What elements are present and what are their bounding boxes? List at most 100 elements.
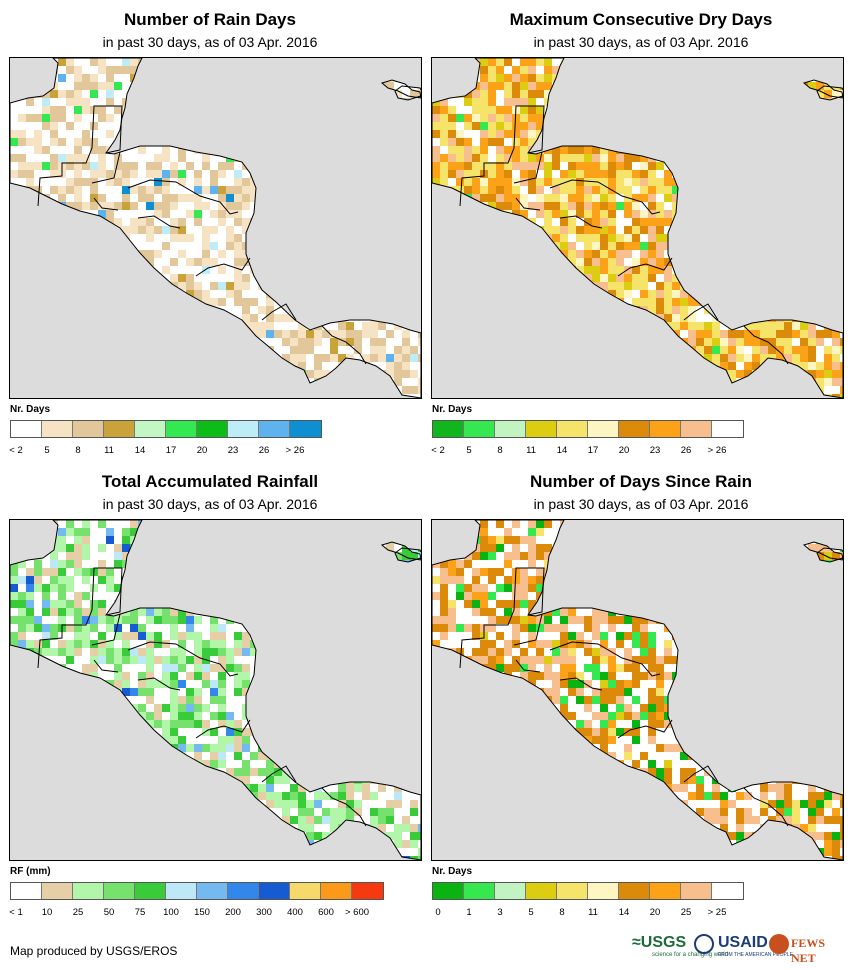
grid-cell xyxy=(600,162,608,170)
grid-cell xyxy=(824,354,832,362)
grid-cell xyxy=(146,608,154,616)
grid-cell xyxy=(346,322,354,330)
grid-cell xyxy=(242,274,250,282)
grid-cell xyxy=(74,114,82,122)
grid-cell xyxy=(202,226,210,234)
grid-cell xyxy=(298,322,306,330)
grid-cell xyxy=(82,664,90,672)
grid-cell xyxy=(194,656,202,664)
grid-cell xyxy=(226,234,234,242)
grid-cell xyxy=(162,608,170,616)
grid-cell xyxy=(114,170,122,178)
grid-cell xyxy=(178,720,186,728)
grid-cell xyxy=(512,130,520,138)
grid-cell xyxy=(58,616,66,624)
grid-cell xyxy=(440,178,448,186)
grid-cell xyxy=(82,98,90,106)
grid-cell xyxy=(488,82,496,90)
grid-cell xyxy=(266,800,274,808)
grid-cell xyxy=(58,186,66,194)
grid-cell xyxy=(528,66,536,74)
grid-cell xyxy=(194,194,202,202)
grid-cell xyxy=(624,266,632,274)
legend-swatch xyxy=(104,883,135,899)
map-max-dry-days xyxy=(431,57,844,399)
grid-cell xyxy=(306,330,314,338)
grid-cell xyxy=(242,194,250,202)
grid-cell xyxy=(394,824,402,832)
grid-cell xyxy=(10,600,18,608)
grid-cell xyxy=(728,346,736,354)
grid-cell xyxy=(608,242,616,250)
grid-cell xyxy=(386,354,394,362)
grid-cell xyxy=(480,138,488,146)
grid-cell xyxy=(418,386,421,394)
grid-cell xyxy=(234,680,242,688)
grid-cell xyxy=(568,258,576,266)
grid-cell xyxy=(242,728,250,736)
grid-cell xyxy=(290,784,298,792)
grid-cell xyxy=(18,170,26,178)
grid-cell xyxy=(74,568,82,576)
grid-cell xyxy=(266,792,274,800)
grid-cell xyxy=(512,66,520,74)
grid-cell xyxy=(218,210,226,218)
grid-cell xyxy=(608,178,616,186)
grid-cell xyxy=(664,306,672,314)
grid-cell xyxy=(536,74,544,82)
grid-cell xyxy=(218,760,226,768)
grid-cell xyxy=(488,138,496,146)
grid-cell xyxy=(66,544,74,552)
grid-cell xyxy=(314,816,322,824)
grid-cell xyxy=(66,58,74,66)
grid-cell xyxy=(432,162,440,170)
grid-cell xyxy=(50,138,58,146)
grid-cell xyxy=(816,338,824,346)
grid-cell xyxy=(402,354,410,362)
grid-cell xyxy=(402,552,410,560)
grid-cell xyxy=(218,194,226,202)
grid-cell xyxy=(194,664,202,672)
grid-cell xyxy=(632,194,640,202)
grid-cell xyxy=(170,696,178,704)
grid-cell xyxy=(600,234,608,242)
grid-cell xyxy=(298,784,306,792)
grid-cell xyxy=(362,784,370,792)
grid-cell xyxy=(560,210,568,218)
grid-cell xyxy=(656,266,664,274)
legend-tick-label: 23 xyxy=(227,445,239,456)
grid-cell xyxy=(402,370,410,378)
legend-swatch xyxy=(228,883,259,899)
grid-cell xyxy=(82,640,90,648)
grid-cell xyxy=(600,170,608,178)
grid-cell xyxy=(82,592,90,600)
grid-cell xyxy=(114,560,122,568)
grid-cell xyxy=(648,170,656,178)
grid-cell xyxy=(346,808,354,816)
grid-cell xyxy=(752,338,760,346)
grid-cell xyxy=(218,218,226,226)
grid-cell xyxy=(410,840,418,848)
grid-cell xyxy=(464,154,472,162)
grid-cell xyxy=(314,370,322,378)
grid-cell xyxy=(496,66,504,74)
grid-cell xyxy=(202,720,210,728)
grid-cell xyxy=(154,250,162,258)
grid-cell xyxy=(34,648,42,656)
grid-cell xyxy=(234,170,242,178)
grid-cell xyxy=(338,816,346,824)
grid-cell xyxy=(584,250,592,258)
grid-cell xyxy=(378,322,386,330)
grid-cell xyxy=(656,250,664,258)
grid-cell xyxy=(202,648,210,656)
grid-cell xyxy=(378,338,386,346)
grid-cell xyxy=(322,832,330,840)
grid-cell xyxy=(274,800,282,808)
grid-cell xyxy=(82,576,90,584)
country-border xyxy=(93,197,119,211)
grid-cell xyxy=(584,186,592,194)
grid-cell xyxy=(114,106,122,114)
grid-cell xyxy=(234,720,242,728)
grid-cell xyxy=(186,282,194,290)
grid-cell xyxy=(90,162,98,170)
